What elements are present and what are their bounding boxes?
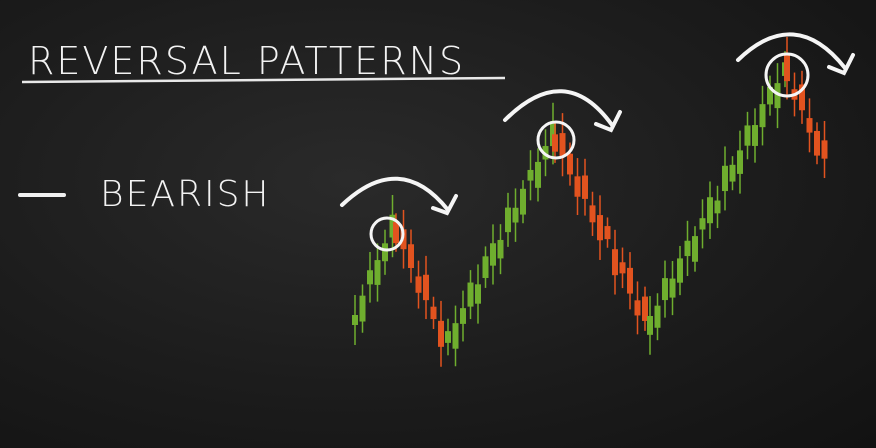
- candle-body: [367, 270, 373, 285]
- candle-body: [520, 188, 526, 215]
- candle-body: [430, 306, 437, 320]
- candle-body: [699, 218, 706, 230]
- candle-body: [654, 305, 661, 328]
- title: REVERSAL PATTERNS: [28, 39, 465, 83]
- peak-circle: [369, 216, 405, 252]
- candle-body: [799, 84, 805, 111]
- candle-body: [774, 83, 781, 109]
- candle-body: [722, 165, 728, 192]
- candles: [352, 36, 828, 367]
- candle-body: [559, 133, 566, 157]
- candle-body: [604, 226, 611, 240]
- bearish-label: BEARISH: [100, 174, 271, 215]
- candle-body: [393, 221, 399, 244]
- candle-body: [589, 205, 596, 223]
- candle-body: [752, 125, 758, 146]
- candle-body: [567, 153, 573, 175]
- candle-body: [552, 134, 558, 152]
- arrow-head: [827, 53, 855, 76]
- candle-body: [352, 315, 358, 325]
- candle-body: [460, 308, 466, 324]
- candle-body: [415, 276, 422, 293]
- candle-body: [490, 243, 496, 266]
- candle-body: [382, 243, 388, 262]
- candle-body: [505, 207, 511, 233]
- candle-body: [684, 240, 691, 257]
- arrow-arc: [736, 32, 847, 70]
- candle-body: [438, 320, 444, 347]
- candle-body: [821, 140, 828, 159]
- title-underline: [21, 76, 506, 84]
- candle-body: [729, 164, 736, 182]
- candle-body: [707, 197, 713, 224]
- candle-body: [574, 176, 581, 197]
- candle-body: [692, 236, 698, 262]
- candle-body: [814, 130, 820, 156]
- candle-body: [408, 244, 414, 269]
- candle-body: [582, 175, 588, 199]
- candle-body: [669, 278, 676, 298]
- candle-body: [467, 282, 474, 307]
- arrow-arc: [340, 176, 450, 212]
- candle-body: [452, 323, 459, 349]
- candle-body: [627, 267, 633, 294]
- candle-body: [662, 278, 668, 301]
- candle-body: [634, 300, 641, 316]
- candle-body: [374, 260, 381, 285]
- candle-body: [737, 150, 743, 174]
- candle-body: [759, 104, 766, 128]
- candle-body: [647, 316, 653, 335]
- candle-body: [744, 125, 751, 146]
- candle-body: [612, 249, 618, 276]
- candle-body: [445, 331, 451, 343]
- candle-body: [527, 169, 534, 181]
- peak-circle: [764, 52, 810, 98]
- candle-body: [423, 274, 429, 301]
- arrow-arc: [503, 89, 614, 127]
- annotations: [340, 32, 855, 252]
- candle-body: [512, 207, 519, 223]
- candle-body: [497, 239, 504, 259]
- candle-body: [714, 200, 721, 214]
- candle-body: [677, 258, 683, 283]
- candle-body: [642, 296, 648, 321]
- candle-body: [475, 284, 481, 304]
- candle-body: [535, 161, 541, 188]
- candle-body: [389, 214, 396, 238]
- candle-body: [482, 256, 489, 278]
- candle-body: [767, 86, 773, 105]
- arrow-head: [431, 194, 458, 216]
- candle-body: [806, 118, 813, 133]
- candle-body: [784, 55, 790, 82]
- arrow-head: [594, 110, 622, 133]
- candle-body: [550, 121, 556, 147]
- candle-body: [597, 215, 603, 241]
- candle-body: [359, 295, 366, 322]
- peak-circle: [536, 120, 576, 160]
- candle-body: [619, 262, 626, 274]
